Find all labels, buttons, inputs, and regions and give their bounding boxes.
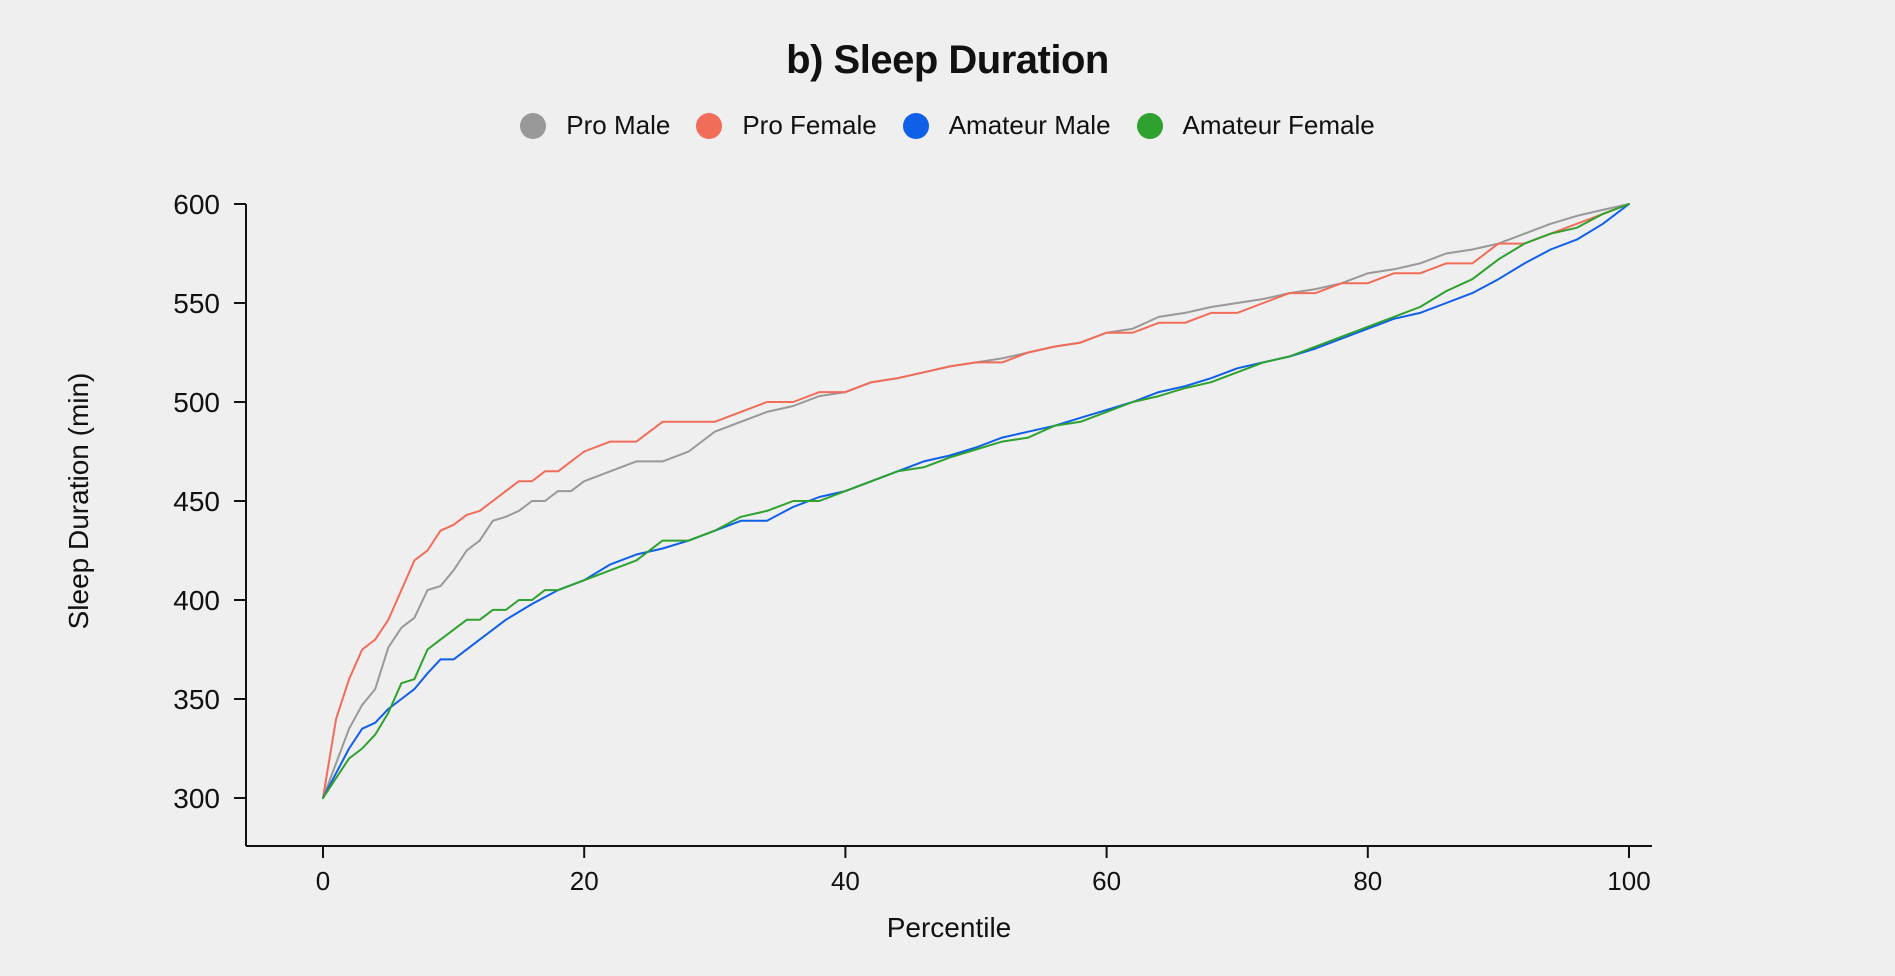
x-tick-label: 60 <box>1092 866 1121 896</box>
x-axis-title: Percentile <box>887 912 1012 943</box>
x-tick-label: 100 <box>1607 866 1650 896</box>
x-tick-label: 20 <box>570 866 599 896</box>
x-tick-label: 40 <box>831 866 860 896</box>
axes <box>234 203 1652 858</box>
legend-label-pro-female: Pro Female <box>742 110 877 140</box>
series-line-pro-male <box>322 203 1630 799</box>
series-line-pro-female <box>322 203 1630 799</box>
y-axis-title: Sleep Duration (min) <box>63 373 94 630</box>
legend-label-amateur-male: Amateur Male <box>948 110 1111 140</box>
y-tick-label: 500 <box>173 387 220 418</box>
y-tick-label: 300 <box>173 783 220 814</box>
legend-item-pro-female[interactable]: Pro Female <box>696 110 877 141</box>
legend-item-amateur-male[interactable]: Amateur Male <box>902 110 1111 141</box>
legend-label-amateur-female: Amateur Female <box>1182 110 1375 140</box>
legend-marker-pro-male <box>520 112 547 139</box>
legend-marker-pro-female <box>696 112 723 139</box>
series-lines <box>322 203 1630 799</box>
y-tick-label: 450 <box>173 486 220 517</box>
legend-marker-amateur-male <box>902 112 929 139</box>
x-tick-label: 80 <box>1353 866 1382 896</box>
y-tick-label: 400 <box>173 585 220 616</box>
series-line-amateur-female <box>322 203 1630 799</box>
chart-title: b) Sleep Duration <box>786 38 1109 82</box>
legend-item-pro-male[interactable]: Pro Male <box>520 110 670 141</box>
legend-marker-amateur-female <box>1136 112 1163 139</box>
legend-item-amateur-female[interactable]: Amateur Female <box>1136 110 1375 141</box>
legend-label-pro-male: Pro Male <box>566 110 671 140</box>
y-tick-label: 600 <box>173 189 220 220</box>
y-tick-label: 550 <box>173 288 220 319</box>
y-tick-label: 350 <box>173 684 220 715</box>
legend: Pro Male Pro Female Amateur Male Amateur… <box>0 110 1895 141</box>
series-line-amateur-male <box>322 203 1630 799</box>
x-tick-label: 0 <box>316 866 330 896</box>
axis-labels: 300 350 400 450 500 550 600 0 20 40 60 80 100 Percent… <box>63 189 1651 943</box>
